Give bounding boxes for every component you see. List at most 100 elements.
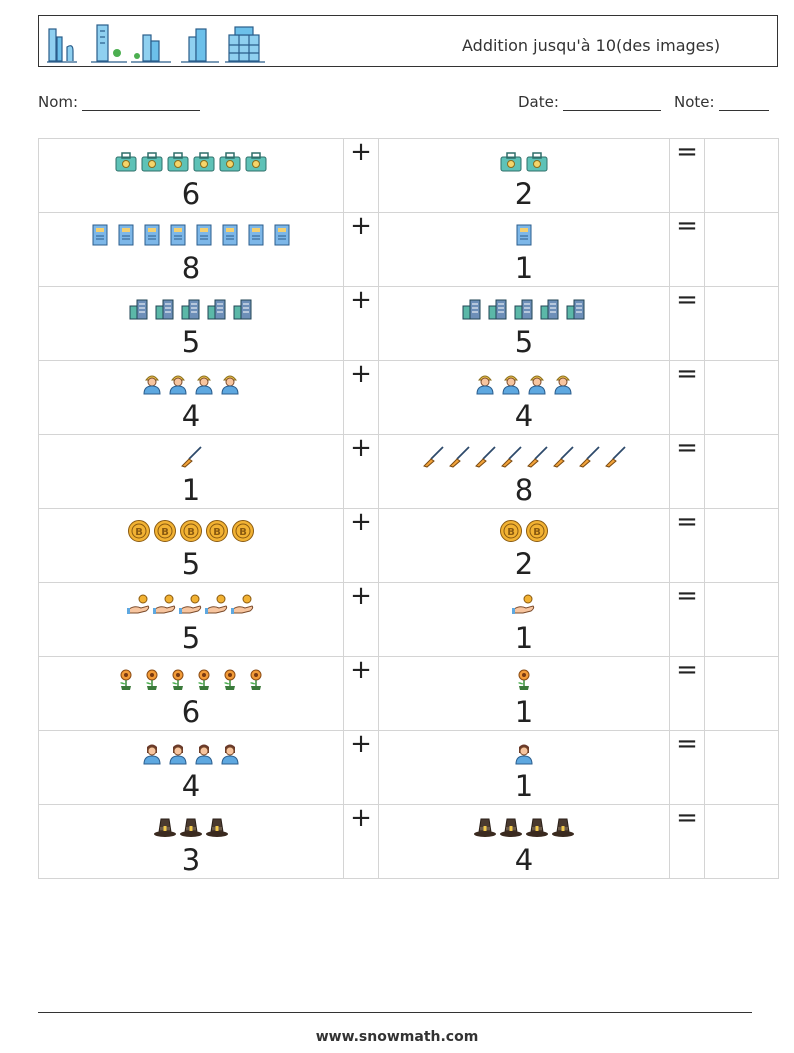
first-addend-number: 5 [181,325,201,359]
city-buildings-icon [129,299,148,320]
worker-icon [528,375,546,395]
worksheet-header: Addition jusqu'à 10(des images) [38,15,778,67]
first-addend-number: 5 [181,547,201,581]
plus-sign: + [350,137,372,167]
plus-sign: + [350,433,372,463]
suitcase-icon [500,152,522,172]
plus-sign-cell: + [343,582,379,657]
potted-flower-icon [224,669,236,690]
first-addend-cell: 6 [38,138,344,213]
second-addend-number: 5 [514,325,534,359]
svg-text:B: B [135,527,143,538]
equals-sign: = [676,655,698,685]
equals-sign: = [676,285,698,315]
city-buildings-icon [155,299,174,320]
first-addend-cell: 1 [38,434,344,509]
city-buildings-icon [540,299,559,320]
second-addend-cell: 1 [378,212,670,287]
broom-icon [527,446,548,468]
answer-cell[interactable] [704,286,779,361]
city-buildings-icon [566,299,585,320]
first-addend-number: 3 [181,843,201,877]
notebook-icon [170,224,186,246]
plus-sign-cell: + [343,804,379,879]
first-addend-number: 8 [181,251,201,285]
first-addend-pictures [39,297,343,327]
answer-cell[interactable] [704,360,779,435]
second-addend-number: 2 [514,547,534,581]
svg-text:B: B [161,527,169,538]
problem-row: 1 +8 = [38,433,779,509]
plus-sign-cell: + [343,212,379,287]
hand-coin-icon [205,594,228,614]
hand-coin-icon [179,594,202,614]
svg-text:B: B [213,527,221,538]
answer-cell[interactable] [704,582,779,657]
first-addend-cell: 4 [38,730,344,805]
svg-text:B: B [533,527,541,538]
problem-row: B B B B B 5 + B B 2 = [38,508,779,583]
pilgrim-hat-icon [500,818,522,837]
pilgrim-hat-icon [154,818,176,837]
suitcase-icon [115,152,137,172]
second-addend-cell: 4 [378,360,670,435]
broom-icon [579,446,600,468]
answer-cell[interactable] [704,212,779,287]
second-addend-pictures [379,593,669,623]
first-addend-pictures [39,741,343,771]
second-addend-cell: 1 [378,656,670,731]
answer-cell[interactable] [704,508,779,583]
problem-row: 5 +1 = [38,582,779,657]
second-addend-cell: 8 [378,434,670,509]
answer-cell[interactable] [704,138,779,213]
answer-cell[interactable] [704,730,779,805]
first-addend-number: 4 [181,769,201,803]
grade-field[interactable]: Note: [674,93,769,111]
notebook-icon [118,224,134,246]
footer-divider [38,1012,752,1013]
first-addend-number: 6 [181,695,201,729]
problems-body: 6 +2 = 8 +1 = 5 +5 = 4 +4 = 1 +8 = B B B B B 5 + B B 2 = 5 +1 = 6 +1 = 4… [38,137,779,879]
notebook-icon [222,224,238,246]
potted-flower-icon [120,669,132,690]
woman-icon [143,744,161,765]
equals-sign: = [676,359,698,389]
equals-sign-cell: = [669,359,705,435]
second-addend-number: 1 [514,621,534,655]
woman-icon [515,744,533,765]
answer-cell[interactable] [704,656,779,731]
plus-sign: + [350,729,372,759]
hand-coin-icon [127,594,150,614]
problem-row: 5 +5 = [38,285,779,361]
name-field[interactable]: Nom: [38,93,201,111]
potted-flower-icon [250,669,262,690]
city-logo-icon [47,24,265,63]
first-addend-cell: 5 [38,286,344,361]
grade-label: Note: [674,93,715,111]
second-addend-pictures [379,445,669,475]
second-addend-number: 1 [514,251,534,285]
equals-sign-cell: = [669,582,705,657]
bitcoin-coin-icon: B [500,520,522,542]
city-buildings-icon [462,299,481,320]
bitcoin-coin-icon: B [128,520,150,542]
answer-cell[interactable] [704,804,779,879]
second-addend-number: 4 [514,399,534,433]
second-addend-pictures [379,149,669,179]
date-blank-line[interactable] [562,95,661,111]
worker-icon [221,375,239,395]
second-addend-number: 4 [514,843,534,877]
equals-sign: = [676,137,698,167]
pilgrim-hat-icon [206,818,228,837]
first-addend-pictures [39,593,343,623]
second-addend-pictures [379,741,669,771]
worksheet-title: Addition jusqu'à 10(des images) [462,36,721,55]
date-field[interactable]: Date: [518,93,661,111]
answer-cell[interactable] [704,434,779,509]
pilgrim-hat-icon [552,818,574,837]
first-addend-number: 5 [181,621,201,655]
grade-blank-line[interactable] [718,95,769,111]
name-blank-line[interactable] [82,95,201,111]
